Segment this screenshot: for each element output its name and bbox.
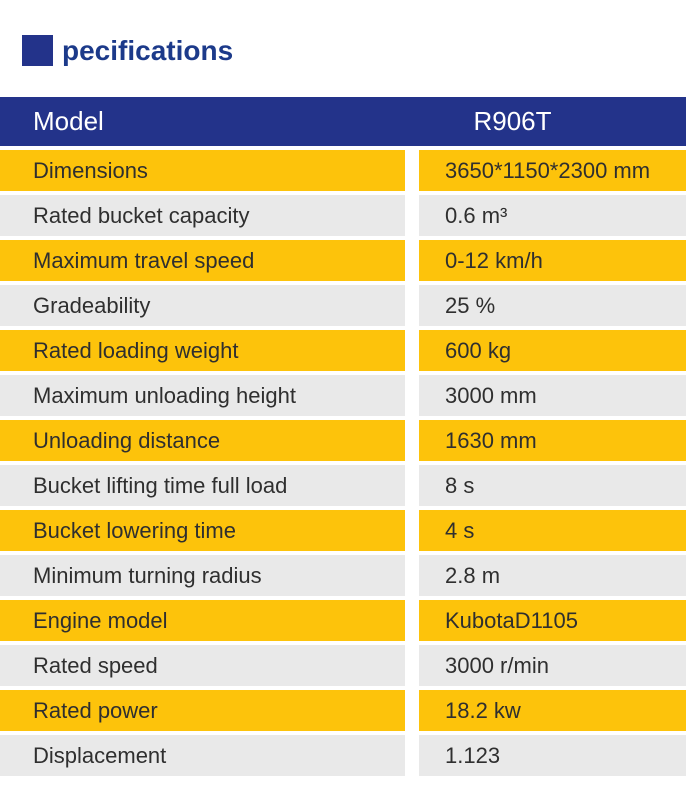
spec-value: 3000 r/min xyxy=(419,645,686,686)
spec-label: Gradeability xyxy=(0,285,405,326)
table-row: Unloading distance 1630 mm xyxy=(0,420,686,461)
page-title-text: pecifications xyxy=(62,35,234,66)
table-row: Bucket lifting time full load 8 s xyxy=(0,465,686,506)
table-row: Maximum travel speed 0-12 km/h xyxy=(0,240,686,281)
spec-label: Bucket lowering time xyxy=(0,510,405,551)
spec-label: Displacement xyxy=(0,735,405,776)
spec-value: 0-12 km/h xyxy=(419,240,686,281)
table-header-row: Model R906T xyxy=(0,97,686,146)
spec-value: 0.6 m³ xyxy=(419,195,686,236)
table-row: Rated speed 3000 r/min xyxy=(0,645,686,686)
spec-label: Rated power xyxy=(0,690,405,731)
table-row: Rated loading weight 600 kg xyxy=(0,330,686,371)
table-row: Dimensions 3650*1150*2300 mm xyxy=(0,150,686,191)
table-row: Rated power 18.2 kw xyxy=(0,690,686,731)
table-row: Maximum unloading height 3000 mm xyxy=(0,375,686,416)
spec-value: 18.2 kw xyxy=(419,690,686,731)
page-title: pecifications xyxy=(22,33,233,67)
spec-value: 600 kg xyxy=(419,330,686,371)
spec-value: 3000 mm xyxy=(419,375,686,416)
spec-value: KubotaD1105 xyxy=(419,600,686,641)
spec-label: Maximum travel speed xyxy=(0,240,405,281)
table-row: Displacement 1.123 xyxy=(0,735,686,776)
spec-value: 8 s xyxy=(419,465,686,506)
spec-label: Maximum unloading height xyxy=(0,375,405,416)
spec-label: Bucket lifting time full load xyxy=(0,465,405,506)
title-bullet-square-icon xyxy=(22,34,53,66)
spec-label: Rated speed xyxy=(0,645,405,686)
table-row: Engine model KubotaD1105 xyxy=(0,600,686,641)
spec-value: 1.123 xyxy=(419,735,686,776)
spec-value: 3650*1150*2300 mm xyxy=(419,150,686,191)
spec-label: Dimensions xyxy=(0,150,405,191)
spec-value: 25 % xyxy=(419,285,686,326)
spec-value: 2.8 m xyxy=(419,555,686,596)
spec-value: 1630 mm xyxy=(419,420,686,461)
table-row: Bucket lowering time 4 s xyxy=(0,510,686,551)
spec-label: Rated bucket capacity xyxy=(0,195,405,236)
table-row: Gradeability 25 % xyxy=(0,285,686,326)
table-row: Rated bucket capacity 0.6 m³ xyxy=(0,195,686,236)
table-row: Minimum turning radius 2.8 m xyxy=(0,555,686,596)
spec-label: Unloading distance xyxy=(0,420,405,461)
header-model-label: Model xyxy=(33,106,104,136)
spec-table: Model R906T Dimensions 3650*1150*2300 mm… xyxy=(0,97,686,780)
spec-label: Rated loading weight xyxy=(0,330,405,371)
header-model-value: R906T xyxy=(473,106,552,136)
spec-label: Minimum turning radius xyxy=(0,555,405,596)
spec-label: Engine model xyxy=(0,600,405,641)
spec-value: 4 s xyxy=(419,510,686,551)
